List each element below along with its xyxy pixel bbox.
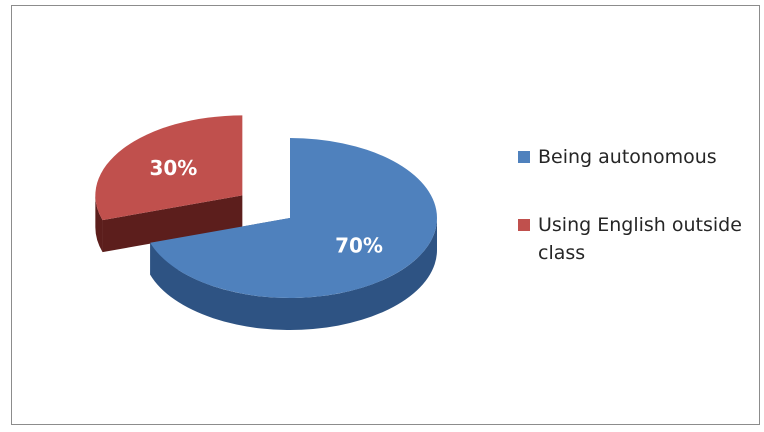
legend-label: Being autonomous [538,146,717,168]
slice-rim-being-autonomous [150,218,437,330]
legend-swatch-red [518,219,530,231]
data-label-being-autonomous: 70% [335,233,383,257]
legend-label: Using English outside class [538,214,742,264]
legend-item-being-autonomous: Being autonomous [518,143,750,171]
slice-rim-using-english-outside-class [95,195,103,253]
slice-using-english-outside-class [95,115,243,221]
legend-swatch-blue [518,151,530,163]
legend-item-using-english: Using English outside class [518,211,750,267]
slice-being-autonomous [150,138,437,298]
data-label-using-english: 30% [149,156,197,180]
slice-side-using-english-outside-class [102,195,243,253]
legend: Being autonomous Using English outside c… [518,143,750,307]
